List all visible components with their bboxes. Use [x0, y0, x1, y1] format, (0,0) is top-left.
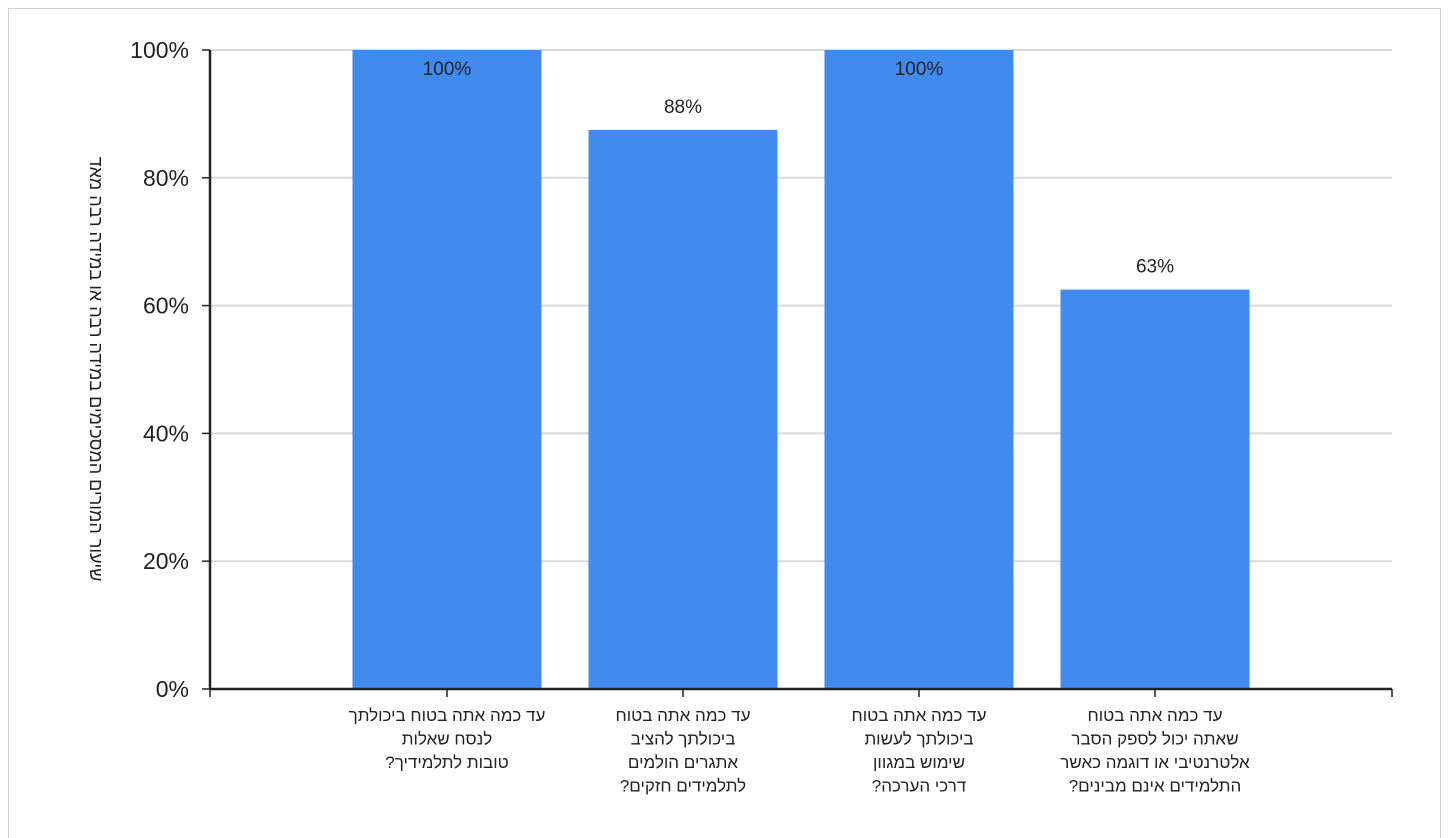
category-label: עד כמה אתה בטוח שאתה יכול לספק הסבר אלטרנט… — [1060, 706, 1250, 796]
category-label-line: עד כמה אתה בטוח — [616, 706, 751, 725]
bar — [1060, 289, 1250, 689]
category-label: עד כמה אתה בטוח ביכולתך להציב אתגרים הולמי… — [616, 706, 751, 796]
data-label: 100% — [423, 59, 472, 80]
y-tick-label: 20% — [143, 548, 189, 574]
category-label-line: ביכולתך להציב — [631, 730, 736, 749]
data-label: 100% — [895, 59, 944, 80]
category-label-line: לנסח שאלות — [402, 730, 492, 749]
bar — [588, 129, 778, 689]
category-label-line: שאתה יכול לספק הסבר — [1071, 730, 1238, 749]
category-label-line: התלמידים אינם מבינים? — [1069, 777, 1242, 796]
category-label-line: שימוש במגוון — [873, 753, 965, 772]
y-axis-title: שיעור המורים המסכימים במידה רבה או במידה… — [86, 157, 106, 582]
category-label-line: אלטרנטיבי או דוגמה כאשר — [1060, 753, 1250, 772]
category-label-line: ביכולתך לעשות — [864, 730, 973, 749]
category-label-line: לתלמידים חזקים? — [620, 777, 746, 796]
y-tick-label: 0% — [156, 676, 189, 702]
data-label: 63% — [1136, 257, 1174, 278]
bar — [824, 50, 1014, 689]
category-label: עד כמה אתה בטוח ביכולתך לנסח שאלות טובות ל… — [349, 706, 546, 772]
y-tick-label: 100% — [130, 37, 189, 63]
y-tick-label: 80% — [143, 165, 189, 191]
data-label: 88% — [664, 97, 702, 118]
y-tick-label: 40% — [143, 420, 189, 446]
category-label-line: עד כמה אתה בטוח ביכולתך — [349, 706, 546, 725]
y-tick-label: 60% — [143, 293, 189, 319]
bar — [352, 50, 542, 689]
category-label-line: דרכי הערכה? — [872, 777, 966, 796]
category-label-line: אתגרים הולמים — [628, 753, 738, 772]
category-label: עד כמה אתה בטוח ביכולתך לעשות שימוש במגוון… — [852, 706, 987, 796]
category-label-line: עד כמה אתה בטוח — [1088, 706, 1223, 725]
category-label-line: טובות לתלמידיך? — [385, 753, 508, 772]
category-label-line: עד כמה אתה בטוח — [852, 706, 987, 725]
